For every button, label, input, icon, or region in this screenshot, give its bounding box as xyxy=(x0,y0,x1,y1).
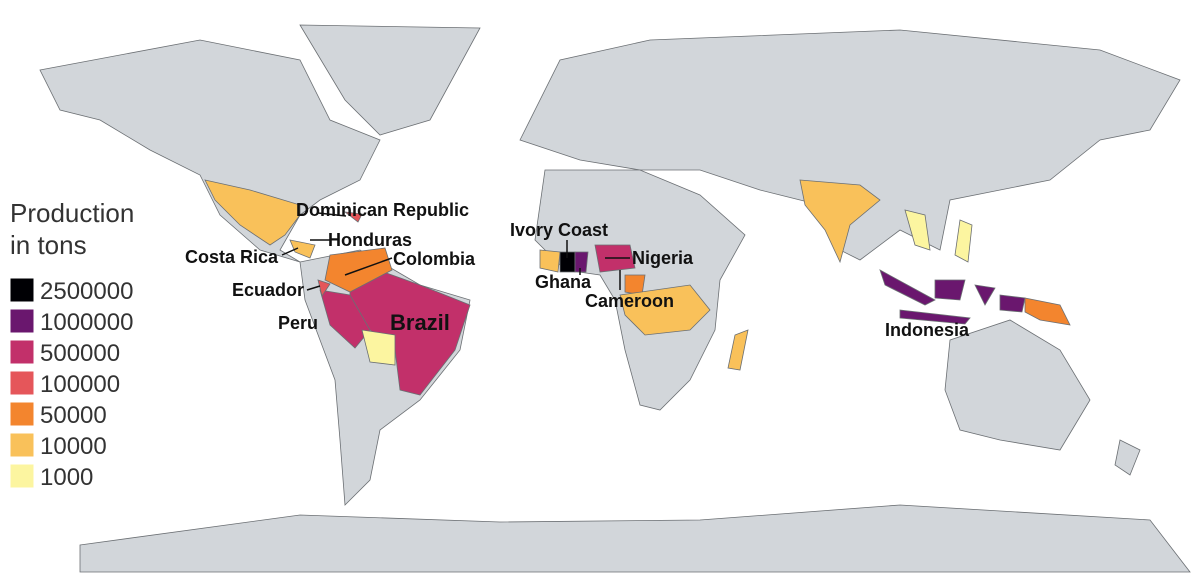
country-label: Cameroon xyxy=(585,291,674,311)
legend-label: 1000000 xyxy=(40,309,133,336)
legend-label: 2500000 xyxy=(40,278,133,305)
country-label: Ghana xyxy=(535,272,592,292)
legend-label: 10000 xyxy=(40,433,107,460)
legend-title: Production xyxy=(10,198,134,228)
country-label: Dominican Republic xyxy=(296,200,469,220)
country-label: Costa Rica xyxy=(185,247,279,267)
legend-swatch xyxy=(9,277,35,303)
legend-swatch xyxy=(9,308,35,334)
legend-label: 1000 xyxy=(40,464,93,491)
legend-swatch xyxy=(9,401,35,427)
country-label: Nigeria xyxy=(632,248,694,268)
producer-regions xyxy=(204,179,1071,396)
legend-swatch xyxy=(9,432,35,458)
legend-label: 50000 xyxy=(40,402,107,429)
country-label: Honduras xyxy=(328,230,412,250)
legend-title: in tons xyxy=(10,230,87,260)
legend-swatch xyxy=(9,370,35,396)
country-label: Ecuador xyxy=(232,280,304,300)
country-label: Peru xyxy=(278,313,318,333)
legend-label: 500000 xyxy=(40,340,120,367)
leader-lines xyxy=(281,212,630,291)
country-label: Indonesia xyxy=(885,320,970,340)
country-label: Brazil xyxy=(390,310,450,335)
legend-swatch xyxy=(9,463,35,489)
country-label: Ivory Coast xyxy=(510,220,608,240)
country-label: Colombia xyxy=(393,249,476,269)
country-labels: Dominican Republic Honduras Costa Rica Colo… xyxy=(185,200,970,340)
legend-swatch xyxy=(9,339,35,365)
legend-label: 100000 xyxy=(40,371,120,398)
